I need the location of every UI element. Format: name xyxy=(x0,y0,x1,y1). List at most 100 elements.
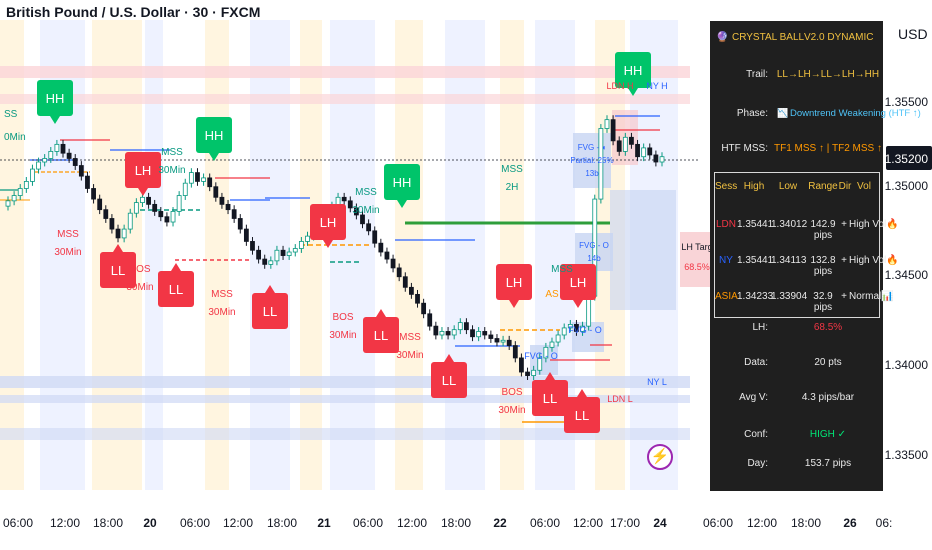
candle-body xyxy=(256,249,261,260)
col-sess: Sess xyxy=(715,181,738,192)
htf-mss-row: HTF MSS: TF1 MSS ↑ | TF2 MSS ↑ xyxy=(710,138,883,158)
candle xyxy=(225,199,231,215)
sess-name: LDN xyxy=(715,219,736,230)
candle-body xyxy=(580,325,585,332)
candle-body xyxy=(653,154,659,163)
avgv-row: Avg V: 4.3 pips/bar xyxy=(710,387,883,407)
candle-body xyxy=(635,143,640,158)
candle-body xyxy=(476,331,482,338)
hh-marker: HH xyxy=(37,80,73,124)
candle-body xyxy=(140,196,145,204)
ll-marker: LL xyxy=(532,372,568,416)
candle xyxy=(17,184,23,200)
candle xyxy=(531,365,537,380)
y-tick-label: 1.34000 xyxy=(885,358,929,372)
zone-label-text: FVG - O xyxy=(524,351,558,361)
trail-row: Trail: LL→LH→LL→LH→HH xyxy=(710,64,883,84)
col-range: Range xyxy=(808,181,838,192)
asia-low-strip xyxy=(0,428,690,440)
structure-label-text: SS xyxy=(4,109,18,120)
session-table: Sess High Low Range Dir Vol LDN 1.35441 … xyxy=(714,172,899,318)
ll-marker: LL xyxy=(564,389,600,433)
candle-body xyxy=(427,313,433,327)
candle xyxy=(158,207,164,222)
structure-label-text: 30Min xyxy=(126,282,153,293)
candle xyxy=(500,335,506,347)
candle-body xyxy=(439,331,445,336)
candle-body xyxy=(616,140,622,152)
candle xyxy=(140,192,145,208)
marker-label: LL xyxy=(374,328,388,343)
marker-pointer xyxy=(323,240,333,248)
candle xyxy=(176,191,182,216)
candle-body xyxy=(121,228,127,239)
ldn-low-strip xyxy=(0,376,690,388)
ny-high-strip xyxy=(0,94,690,104)
session-row-ny: NY 1.35441 1.34113 132.8 pips + High Vol… xyxy=(715,251,899,277)
trail-label: Trail: xyxy=(746,68,768,80)
structure-label-text: 30Min xyxy=(158,165,185,176)
structure-label: MSS 2H xyxy=(501,164,523,193)
marker-label: HH xyxy=(393,175,412,190)
fvg-label-text: 14b xyxy=(587,254,601,263)
zone-label-text: LDN L xyxy=(607,394,633,404)
lh-marker: LH xyxy=(125,152,161,196)
ll-marker: LL xyxy=(100,244,136,288)
ll-marker: LL xyxy=(431,354,467,398)
candle xyxy=(91,184,96,204)
phase-row: Phase: 📉 Downtrend Weakening (HTF ↑) xyxy=(710,103,921,123)
candle xyxy=(372,226,378,248)
candle xyxy=(48,147,54,163)
col-dir: Dir xyxy=(838,181,852,192)
candle xyxy=(72,154,78,170)
candle xyxy=(476,327,482,342)
candle-body xyxy=(555,334,561,343)
conf-row: Conf: HIGH ✓ xyxy=(710,424,883,444)
sess-vol: High Vol🔥 xyxy=(849,255,899,266)
session-band xyxy=(445,20,485,490)
lh-marker: LH xyxy=(310,204,346,248)
candle xyxy=(256,245,261,264)
candle-body xyxy=(457,322,463,331)
currency-label[interactable]: USD xyxy=(898,26,928,42)
candle xyxy=(555,330,561,347)
current-price-tag xyxy=(886,146,932,170)
candle xyxy=(616,136,622,156)
structure-label-text: AS xyxy=(545,289,559,300)
marker-label: LL xyxy=(543,391,557,406)
x-tick-label: 24 xyxy=(653,516,667,530)
candle xyxy=(292,244,298,257)
sess-low: 1.34113 xyxy=(771,255,807,266)
marker-pointer xyxy=(509,300,519,308)
sess-name: ASIA xyxy=(715,291,738,302)
ll-marker: LL xyxy=(252,285,288,329)
x-tick-label: 12:00 xyxy=(223,516,253,530)
structure-label-text: 30Min xyxy=(498,405,525,416)
zone-label-text: LDN H xyxy=(606,81,633,91)
lightning-icon[interactable]: ⚡ xyxy=(647,444,673,470)
conf-label: Conf: xyxy=(744,428,768,440)
structure-label-text: 30Min xyxy=(352,205,379,216)
marker-pointer xyxy=(545,372,555,380)
candle xyxy=(103,205,109,223)
candle-body xyxy=(305,235,310,242)
conf-value: HIGH ✓ xyxy=(809,428,847,440)
session-row-asia: ASIA 1.34233 1.33904 32.9 pips + Normal📊 xyxy=(715,287,894,313)
candle xyxy=(298,237,304,253)
candle xyxy=(580,321,585,336)
candle-body xyxy=(280,249,286,256)
marker-pointer xyxy=(628,88,638,96)
structure-label-text: 30Min xyxy=(54,247,81,258)
marker-pointer xyxy=(577,389,587,397)
candle xyxy=(488,330,494,343)
candle-body xyxy=(11,195,17,202)
y-tick-label: 1.34500 xyxy=(885,268,929,282)
structure-label-text: MSS xyxy=(501,164,523,175)
day-row: Day: 153.7 pips xyxy=(710,453,883,473)
session-band xyxy=(300,20,322,490)
candle xyxy=(164,212,170,227)
marker-label: LL xyxy=(442,373,456,388)
candle xyxy=(305,231,310,246)
candle xyxy=(470,325,475,342)
